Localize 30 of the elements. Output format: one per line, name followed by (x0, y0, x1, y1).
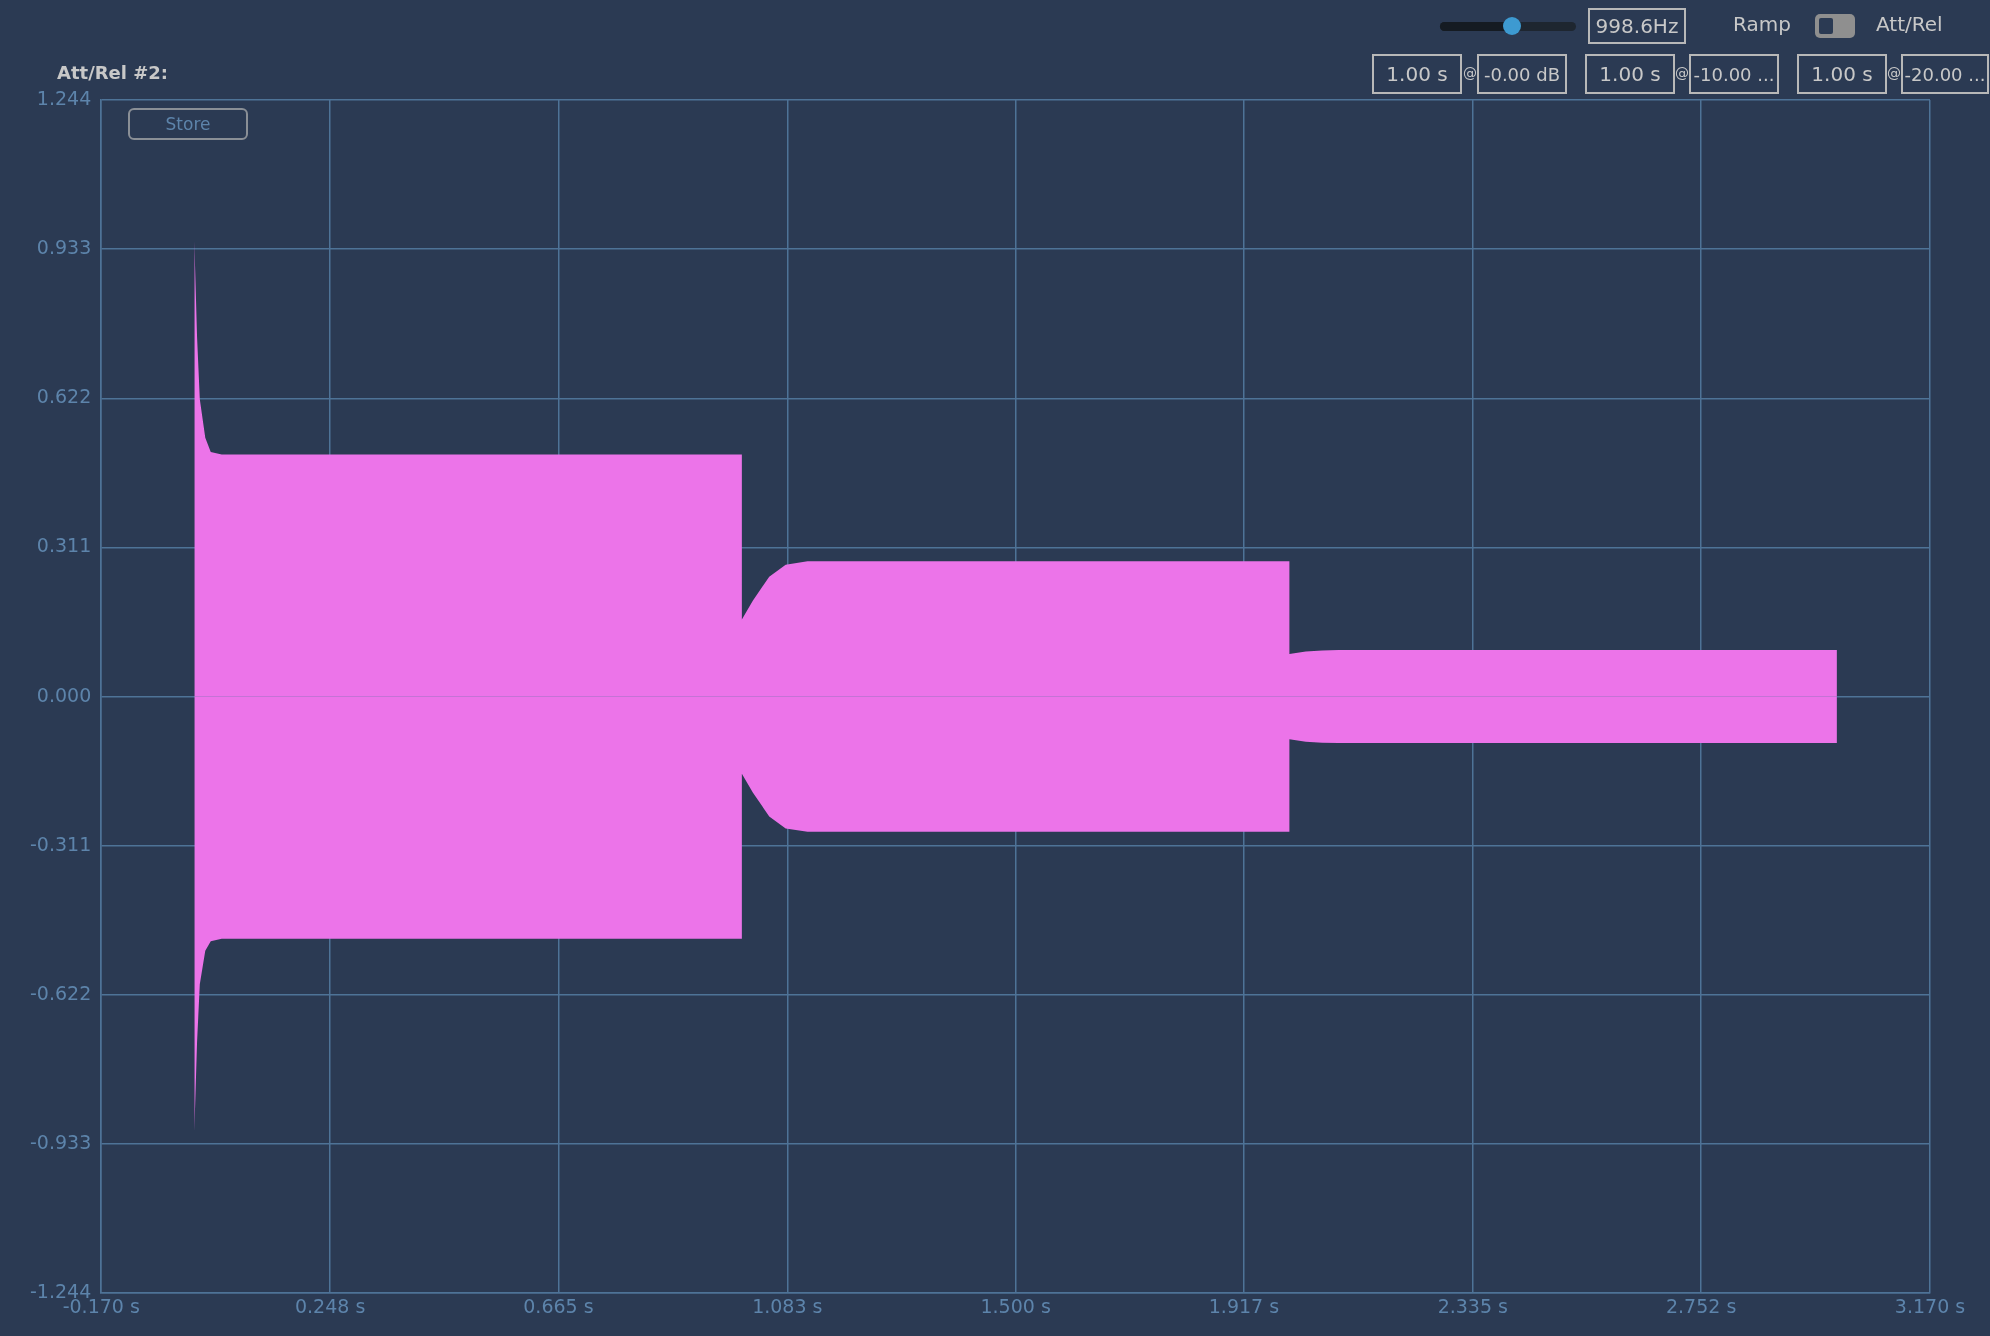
annotation: Store (128, 108, 248, 140)
text: 1.00 s (1797, 54, 1887, 94)
x-tick-label: 1.083 s (752, 1294, 823, 1317)
x-tick-label: 1.917 s (1208, 1294, 1280, 1317)
text: Ramp (1733, 12, 1792, 38)
y-tick-label: -0.311 (30, 832, 92, 855)
y-tick-label: 0.000 (36, 683, 92, 706)
y-tick-label: 0.622 (36, 385, 92, 408)
text: Att/Rel #2: (57, 62, 170, 85)
x-tick-label: 3.170 s (1894, 1294, 1966, 1317)
text: -20.00 ... (1901, 54, 1989, 94)
text: 998.6Hz (1588, 8, 1686, 44)
x-tick-label: 0.248 s (294, 1294, 366, 1317)
text: 1.00 s (1372, 54, 1462, 94)
text: -0.00 dB (1477, 54, 1567, 94)
y-tick-label: 1.244 (36, 86, 92, 109)
y-tick-label: -0.622 (30, 981, 92, 1004)
text: @ (1675, 64, 1689, 83)
x-tick-label: 0.665 s (523, 1294, 594, 1317)
y-tick-label: 0.933 (36, 236, 92, 259)
text: Att/Rel (1876, 12, 1944, 38)
text: @ (1887, 64, 1901, 83)
x-tick-label: 1.500 s (980, 1294, 1051, 1317)
x-tick-label: 2.752 s (1665, 1294, 1737, 1317)
x-tick-label: 2.335 s (1437, 1294, 1508, 1317)
text: -10.00 ... (1689, 54, 1779, 94)
text: @ (1463, 64, 1477, 83)
y-tick-label: 0.311 (36, 534, 92, 557)
y-tick-label: -0.933 (30, 1130, 92, 1153)
text: 1.00 s (1585, 54, 1675, 94)
